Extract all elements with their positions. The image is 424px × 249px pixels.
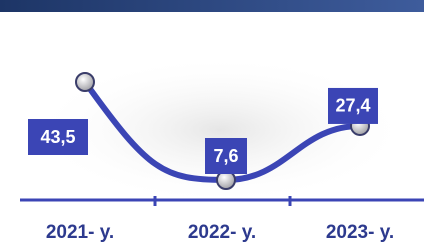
page: 43,52021- y.7,62022- y.27,42023- y. (() … xyxy=(0,0,424,249)
value-label: 7,6 xyxy=(213,146,238,166)
x-tick-label: 2023- y. xyxy=(326,222,394,243)
x-tick-label: 2022- y. xyxy=(188,222,256,243)
value-label: 43,5 xyxy=(40,127,75,147)
chart: 43,5 2021- y. 7,6 2022- y. 27,4 2023- y. xyxy=(0,0,424,249)
x-tick-label: 2021- y. xyxy=(46,222,114,243)
point xyxy=(76,73,94,91)
value-label: 27,4 xyxy=(335,96,370,116)
header-bar xyxy=(0,0,424,12)
